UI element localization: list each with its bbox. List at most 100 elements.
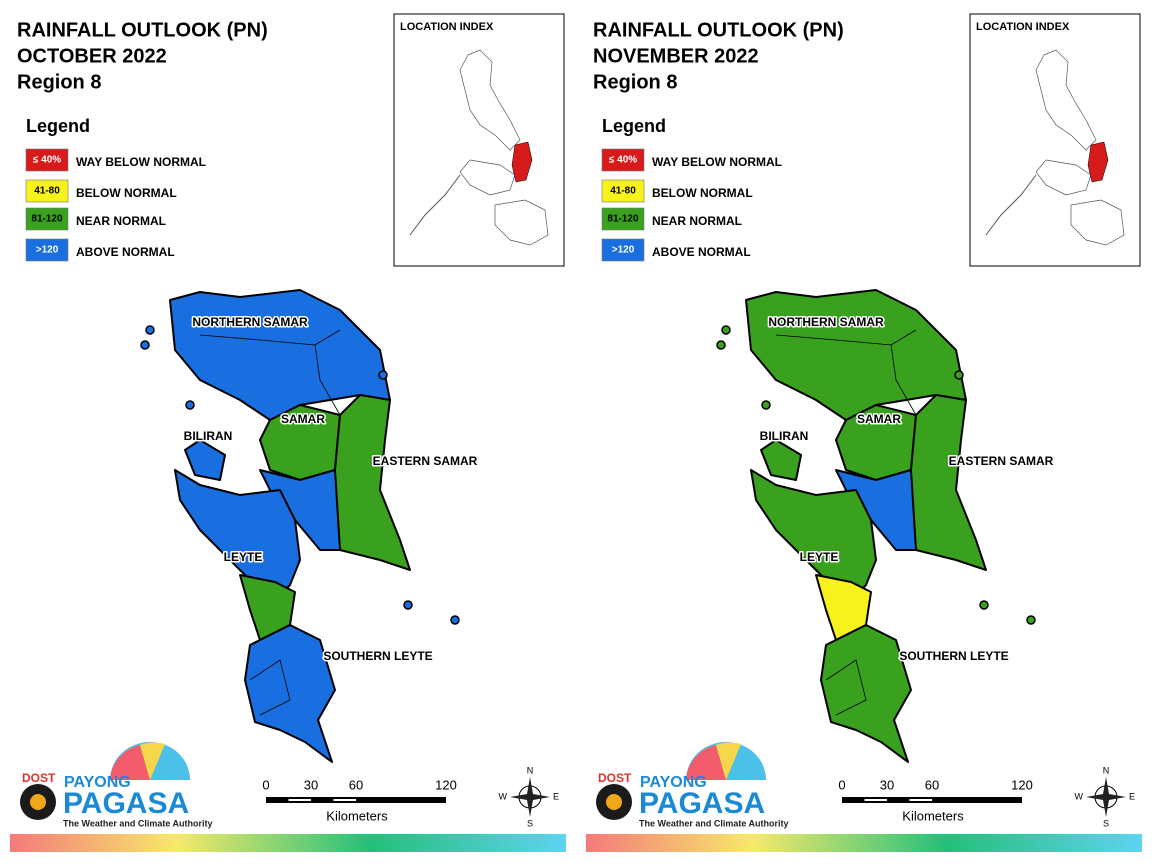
map-panel: RAINFALL OUTLOOK (PN) OCTOBER 2022 Region … xyxy=(10,13,566,852)
legend-label: WAY BELOW NORMAL xyxy=(652,155,782,169)
islet xyxy=(979,600,989,610)
compass-e: E xyxy=(1129,791,1135,801)
scale-bar-segment xyxy=(864,799,887,801)
province-label: BILIRAN xyxy=(760,429,809,443)
logo-umbrella-mid xyxy=(140,742,165,780)
islet xyxy=(450,615,460,625)
logo-umbrella-left xyxy=(110,745,150,780)
province-label: LEYTE xyxy=(224,550,263,564)
inset-mindanao xyxy=(1070,199,1125,246)
inset-label: LOCATION INDEX xyxy=(976,21,1070,33)
islet xyxy=(954,370,964,380)
footer-strip xyxy=(10,834,566,852)
legend-swatch xyxy=(601,238,645,262)
compass-s: S xyxy=(527,818,533,828)
province-area xyxy=(184,439,226,481)
legend-swatch xyxy=(601,179,645,203)
scale-label: 120 xyxy=(435,777,457,792)
logo-brand-top: PAYONG xyxy=(64,774,131,791)
province-boundary xyxy=(890,344,917,416)
inset-palawan xyxy=(985,174,1037,236)
scale-unit: Kilometers xyxy=(902,808,964,823)
province-boundary xyxy=(314,344,341,416)
map-title: Region 8 xyxy=(17,71,101,93)
scale-label: 60 xyxy=(349,777,363,792)
legend-swatch xyxy=(601,207,645,231)
logo-tagline: The Weather and Climate Authority xyxy=(63,818,213,828)
map-title: OCTOBER 2022 xyxy=(17,45,167,67)
logo-brand: PAGASA xyxy=(63,787,189,820)
logo-umbrella-left xyxy=(686,745,726,780)
islet xyxy=(761,400,771,410)
legend-label: BELOW NORMAL xyxy=(652,186,753,200)
scale-bar-segment xyxy=(333,799,356,801)
legend-swatch xyxy=(25,148,69,172)
islet xyxy=(378,370,388,380)
province-label: EASTERN SAMAR xyxy=(373,454,478,468)
legend-label: ABOVE NORMAL xyxy=(652,245,751,259)
legend-swatch-label: >120 xyxy=(36,245,59,256)
legend-swatch-label: 41-80 xyxy=(34,186,60,197)
compass-n: N xyxy=(1103,765,1110,775)
logo-brand: PAGASA xyxy=(639,787,765,820)
inset-region8 xyxy=(511,141,533,183)
islet xyxy=(140,340,150,350)
inset-region8 xyxy=(1087,141,1109,183)
islet xyxy=(716,340,726,350)
scale-label: 0 xyxy=(838,777,845,792)
legend-swatch-label: ≤ 40% xyxy=(609,155,637,166)
scale-bar-segment xyxy=(909,799,932,801)
inset-label: LOCATION INDEX xyxy=(400,21,494,33)
logo-tagline: The Weather and Climate Authority xyxy=(639,818,789,828)
inset-visayas xyxy=(459,159,516,196)
compass-n: N xyxy=(527,765,534,775)
logo-agency: DOST xyxy=(22,771,56,785)
islet xyxy=(403,600,413,610)
scale-label: 30 xyxy=(880,777,894,792)
compass-w: W xyxy=(499,791,508,801)
legend-swatch-label: ≤ 40% xyxy=(33,155,61,166)
province-area xyxy=(750,469,877,601)
legend-swatch-label: 81-120 xyxy=(31,214,63,225)
province-label: SAMAR xyxy=(281,412,325,426)
legend-swatch xyxy=(25,207,69,231)
legend-swatch xyxy=(25,238,69,262)
legend-swatch-label: >120 xyxy=(612,245,635,256)
logo-seal-inner xyxy=(606,794,622,810)
logo-agency: DOST xyxy=(598,771,632,785)
province-label: NORTHERN SAMAR xyxy=(768,315,884,329)
compass-s: S xyxy=(1103,818,1109,828)
compass-w: W xyxy=(1075,791,1084,801)
province-label: NORTHERN SAMAR xyxy=(192,315,308,329)
province-area xyxy=(174,469,301,601)
province-boundary xyxy=(249,659,291,716)
legend-label: BELOW NORMAL xyxy=(76,186,177,200)
legend-label: NEAR NORMAL xyxy=(76,214,166,228)
islet xyxy=(185,400,195,410)
legend-title: Legend xyxy=(602,116,666,136)
compass-e: E xyxy=(553,791,559,801)
map-title: RAINFALL OUTLOOK (PN) xyxy=(17,19,268,41)
islet xyxy=(1026,615,1036,625)
compass-star xyxy=(510,777,550,817)
compass-star xyxy=(1086,777,1126,817)
islet xyxy=(721,325,731,335)
legend-swatch-label: 41-80 xyxy=(610,186,636,197)
scale-label: 30 xyxy=(304,777,318,792)
province-label: SOUTHERN LEYTE xyxy=(899,649,1008,663)
legend-swatch xyxy=(25,179,69,203)
scale-unit: Kilometers xyxy=(326,808,388,823)
logo-seal-inner xyxy=(30,794,46,810)
inset-palawan xyxy=(409,174,461,236)
legend-label: WAY BELOW NORMAL xyxy=(76,155,206,169)
map-title: NOVEMBER 2022 xyxy=(593,45,759,67)
scale-bar-segment xyxy=(288,799,311,801)
islet xyxy=(145,325,155,335)
province-area xyxy=(334,394,411,571)
province-area xyxy=(244,624,336,763)
scale-label: 0 xyxy=(262,777,269,792)
province-boundary xyxy=(775,329,917,346)
inset-visayas xyxy=(1035,159,1092,196)
logo-umbrella-mid xyxy=(716,742,741,780)
